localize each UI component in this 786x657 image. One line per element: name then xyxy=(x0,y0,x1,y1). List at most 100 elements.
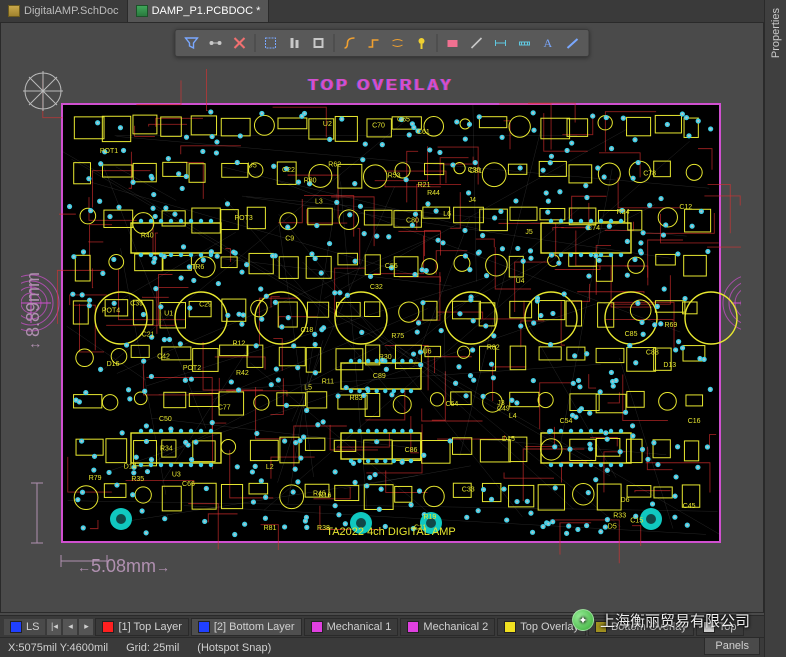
interactive-route-button[interactable] xyxy=(363,32,385,54)
board-render: C32C33C18C36C22C21C54C70R11R12R16R44R46R… xyxy=(21,69,741,589)
svg-text:R46: R46 xyxy=(313,491,326,498)
layer-tab-label: Top xyxy=(719,621,737,633)
highlight-net-button[interactable] xyxy=(411,32,433,54)
svg-text:C80: C80 xyxy=(406,217,419,224)
svg-text:C33: C33 xyxy=(462,486,475,493)
layer-tabs-bar: LS |◂ ◂ ▸ [1] Top Layer [2] Bottom Layer M… xyxy=(0,615,764,637)
schematic-icon xyxy=(8,5,20,17)
svg-text:C65: C65 xyxy=(397,117,410,124)
svg-text:C15: C15 xyxy=(630,517,643,524)
svg-text:C18: C18 xyxy=(300,327,313,334)
diffpair-button[interactable] xyxy=(387,32,409,54)
svg-text:TA2022 4ch DIGITAL AMP: TA2022 4ch DIGITAL AMP xyxy=(326,526,455,538)
svg-text:R44: R44 xyxy=(427,190,440,197)
measure-button[interactable] xyxy=(490,32,512,54)
svg-text:R53: R53 xyxy=(388,173,401,180)
status-grid: Grid: 25mil xyxy=(126,642,179,654)
pcb-icon xyxy=(136,5,148,17)
selection-button[interactable] xyxy=(260,32,282,54)
svg-text:R19: R19 xyxy=(423,514,436,521)
filter-button[interactable] xyxy=(181,32,203,54)
layer-tab[interactable]: Bottom Overlay xyxy=(588,618,694,636)
place-line-button[interactable] xyxy=(466,32,488,54)
svg-text:R11: R11 xyxy=(322,379,334,386)
properties-panel-collapsed[interactable]: Properties xyxy=(764,0,786,657)
svg-text:C86: C86 xyxy=(405,447,418,454)
status-snap: (Hotspot Snap) xyxy=(197,642,271,654)
svg-text:R42: R42 xyxy=(236,370,249,377)
layer-tab[interactable]: [2] Bottom Layer xyxy=(191,618,302,636)
layer-tab[interactable]: Top xyxy=(696,618,744,636)
svg-text:POT3: POT3 xyxy=(235,215,253,222)
svg-text:R30: R30 xyxy=(379,354,392,361)
svg-text:C64: C64 xyxy=(445,401,458,408)
layer-tab[interactable]: Top Overlay xyxy=(497,618,586,636)
layer-swatch xyxy=(595,621,607,633)
clear-filter-button[interactable] xyxy=(229,32,251,54)
draw-button[interactable] xyxy=(562,32,584,54)
layer-tab[interactable]: [1] Top Layer xyxy=(95,618,188,636)
properties-label: Properties xyxy=(770,8,782,58)
place-text-button[interactable]: A xyxy=(538,32,560,54)
route-button[interactable] xyxy=(339,32,361,54)
svg-text:R83: R83 xyxy=(350,395,363,402)
tab-pcb[interactable]: DAMP_P1.PCBDOC * xyxy=(128,0,270,22)
dimension-button[interactable] xyxy=(514,32,536,54)
document-tabs: DigitalAMP.SchDoc DAMP_P1.PCBDOC * xyxy=(0,0,786,22)
svg-text:R62: R62 xyxy=(328,161,341,168)
svg-text:R69: R69 xyxy=(664,322,677,329)
svg-text:D13: D13 xyxy=(663,362,676,369)
select-connected-button[interactable] xyxy=(205,32,227,54)
tab-label: DigitalAMP.SchDoc xyxy=(24,5,119,17)
active-bar: A xyxy=(175,29,590,57)
layer-tab-label: Mechanical 2 xyxy=(423,621,488,633)
svg-text:R79: R79 xyxy=(89,475,102,482)
layer-tab[interactable]: Mechanical 1 xyxy=(304,618,399,636)
layer-tab-label: Bottom Overlay xyxy=(611,621,687,633)
svg-text:C54: C54 xyxy=(560,418,573,425)
svg-text:C32: C32 xyxy=(370,284,383,291)
svg-text:U1: U1 xyxy=(164,310,173,317)
layer-title-text: TOP OVERLAY xyxy=(308,77,454,95)
svg-text:D16: D16 xyxy=(107,361,120,368)
layer-tab-label: Mechanical 1 xyxy=(327,621,392,633)
tab-schematic[interactable]: DigitalAMP.SchDoc xyxy=(0,0,128,22)
svg-text:J5: J5 xyxy=(525,229,533,236)
layer-tab[interactable]: Mechanical 2 xyxy=(400,618,495,636)
status-bar: X:5075mil Y:4600mil Grid: 25mil (Hotspot… xyxy=(0,637,764,657)
svg-text:C56: C56 xyxy=(385,263,398,270)
svg-text:C39: C39 xyxy=(130,300,143,307)
svg-text:U4: U4 xyxy=(516,278,525,285)
svg-text:C61: C61 xyxy=(417,129,430,136)
origin-marker xyxy=(21,69,65,113)
svg-text:C66: C66 xyxy=(182,481,195,488)
layer-nav-first[interactable]: |◂ xyxy=(47,619,61,635)
panels-button[interactable]: Panels xyxy=(704,637,760,655)
svg-text:L5: L5 xyxy=(304,385,312,392)
svg-text:C50: C50 xyxy=(159,416,172,423)
pcb-sheet: TOP OVERLAY C32C33C18C36C22C21C54C70R11R… xyxy=(21,69,741,589)
svg-text:U6: U6 xyxy=(423,348,432,355)
svg-text:L6: L6 xyxy=(443,211,451,218)
svg-text:TR6: TR6 xyxy=(191,264,204,271)
svg-text:C29: C29 xyxy=(199,301,212,308)
layer-nav-prev[interactable]: ◂ xyxy=(63,619,77,635)
place-via-button[interactable] xyxy=(442,32,464,54)
svg-text:C77: C77 xyxy=(218,405,231,412)
grid-component-button[interactable] xyxy=(308,32,330,54)
layer-tab-label: [2] Bottom Layer xyxy=(214,621,295,633)
svg-text:C49: C49 xyxy=(497,405,510,412)
align-button[interactable] xyxy=(284,32,306,54)
design-canvas[interactable]: TOP OVERLAY C32C33C18C36C22C21C54C70R11R… xyxy=(1,23,763,612)
svg-text:C21: C21 xyxy=(142,332,155,339)
svg-text:U5: U5 xyxy=(248,162,257,169)
layer-tab-label: Top Overlay xyxy=(520,621,579,633)
svg-text:R34: R34 xyxy=(160,446,173,453)
svg-text:C70: C70 xyxy=(372,123,385,130)
layer-nav-next[interactable]: ▸ xyxy=(79,619,93,635)
svg-text:C81: C81 xyxy=(469,168,482,175)
svg-text:U2: U2 xyxy=(323,121,332,128)
svg-text:C42: C42 xyxy=(157,354,170,361)
svg-text:U3: U3 xyxy=(172,471,181,478)
layer-set-button[interactable]: LS xyxy=(4,619,45,635)
